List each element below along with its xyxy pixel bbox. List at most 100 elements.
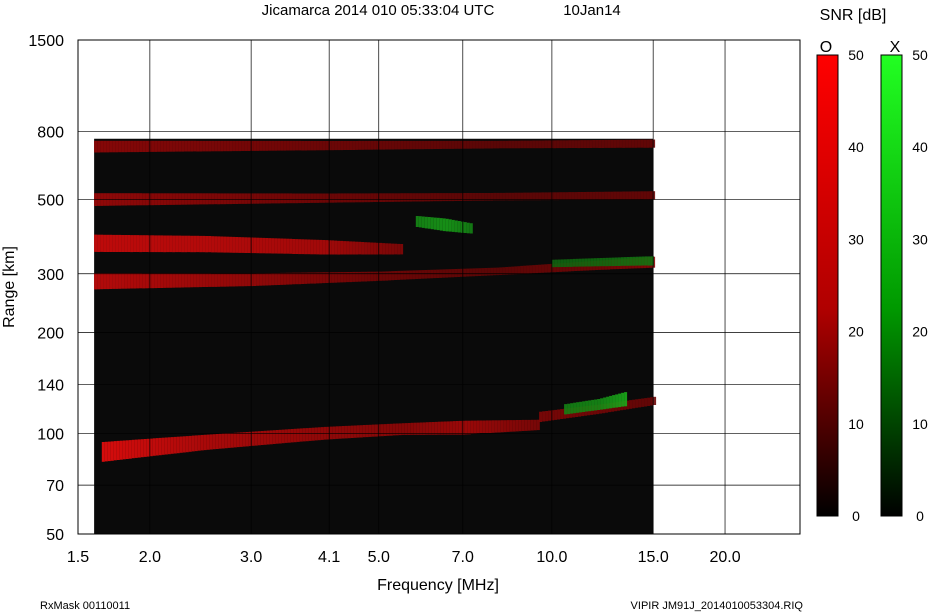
trace-cell: [136, 140, 140, 153]
trace-cell: [167, 437, 171, 455]
colorbar-tick-label: 30: [912, 231, 928, 247]
trace-cell: [433, 217, 437, 230]
trace-cell: [644, 256, 648, 266]
trace-cell: [205, 273, 209, 287]
trace-cell: [334, 193, 338, 203]
trace-cell: [194, 435, 198, 452]
trace-cell: [570, 403, 574, 414]
trace-cell: [202, 140, 206, 152]
trace-cell: [454, 220, 458, 233]
trace-cell: [551, 410, 555, 421]
trace-cell: [133, 235, 137, 252]
trace-cell: [106, 273, 110, 290]
trace-cell: [268, 193, 272, 204]
trace-cell: [437, 421, 441, 435]
trace-cell: [313, 239, 317, 255]
trace-cell: [191, 435, 195, 452]
trace-cell: [371, 424, 375, 437]
trace-cell: [547, 140, 551, 149]
colorbar-title: SNR [dB]: [820, 7, 887, 24]
trace-cell: [616, 191, 620, 200]
trace-cell: [163, 193, 167, 205]
trace-cell: [385, 193, 389, 202]
trace-cell: [337, 272, 341, 283]
trace-cell: [606, 396, 610, 409]
trace-cell: [388, 193, 392, 202]
trace-cell: [564, 404, 568, 415]
trace-cell: [622, 139, 626, 148]
trace-cell: [241, 193, 245, 204]
trace-cell: [235, 193, 239, 204]
trace-cell: [442, 140, 446, 149]
trace-cell: [211, 236, 215, 253]
trace-cell: [619, 139, 623, 148]
trace-cell: [512, 420, 516, 432]
trace-cell: [596, 258, 600, 267]
trace-cell: [535, 140, 539, 149]
trace-cell: [304, 239, 308, 255]
trace-cell: [208, 140, 212, 152]
trace-cell: [341, 426, 345, 439]
trace-cell: [329, 426, 333, 440]
trace-cell: [476, 420, 480, 434]
trace-cell: [358, 193, 362, 203]
trace-cell: [152, 438, 156, 456]
trace-cell: [499, 267, 503, 275]
trace-cell: [401, 423, 405, 435]
trace-cell: [439, 140, 443, 149]
trace-cell: [364, 271, 368, 282]
trace-cell: [598, 140, 602, 148]
trace-cell: [520, 140, 524, 149]
trace-cell: [230, 433, 234, 448]
trace-cell: [493, 267, 497, 276]
trace-cell: [505, 267, 509, 275]
trace-cell: [157, 273, 161, 288]
trace-cell: [325, 193, 329, 203]
trace-cell: [520, 265, 524, 274]
trace-cell: [398, 423, 402, 436]
trace-cell: [415, 193, 419, 202]
trace-cell: [251, 431, 255, 446]
trace-cell: [196, 235, 200, 253]
trace-cell: [169, 235, 173, 253]
trace-cell: [289, 272, 293, 285]
trace-cell: [415, 216, 419, 227]
trace-cell: [295, 140, 299, 151]
trace-cell: [256, 140, 260, 151]
trace-x-1: [564, 392, 628, 415]
trace-cell: [307, 193, 311, 203]
trace-cell: [145, 140, 149, 152]
trace-cell: [151, 235, 155, 253]
trace-cell: [332, 426, 336, 440]
trace-cell: [322, 240, 326, 255]
trace-cell: [367, 242, 371, 255]
trace-cell: [328, 272, 332, 283]
trace-cell: [418, 140, 422, 150]
trace-cell: [239, 432, 243, 447]
trace-cell: [142, 140, 146, 152]
trace-cell: [200, 435, 204, 451]
colorbar-tick-label: 30: [848, 231, 864, 247]
trace-cell: [641, 256, 645, 266]
trace-cell: [505, 192, 509, 201]
trace-cell: [571, 192, 575, 200]
trace-cell: [254, 431, 258, 446]
trace-cell: [116, 440, 120, 460]
trace-cell: [217, 236, 221, 253]
trace-cell: [514, 140, 518, 149]
trace-cell: [292, 272, 296, 285]
trace-cell: [424, 270, 428, 279]
trace-cell: [262, 237, 266, 254]
trace-cell: [451, 140, 455, 149]
trace-cell: [628, 139, 632, 148]
trace-cell: [356, 425, 360, 438]
trace-cell: [392, 423, 396, 436]
trace-cell: [575, 258, 579, 267]
trace-cell: [592, 191, 596, 200]
trace-cell: [164, 437, 168, 455]
trace-cell: [439, 193, 443, 202]
trace-cell: [573, 402, 577, 414]
trace-cell: [154, 235, 158, 253]
trace-cell: [232, 140, 236, 152]
trace-cell: [211, 140, 215, 152]
